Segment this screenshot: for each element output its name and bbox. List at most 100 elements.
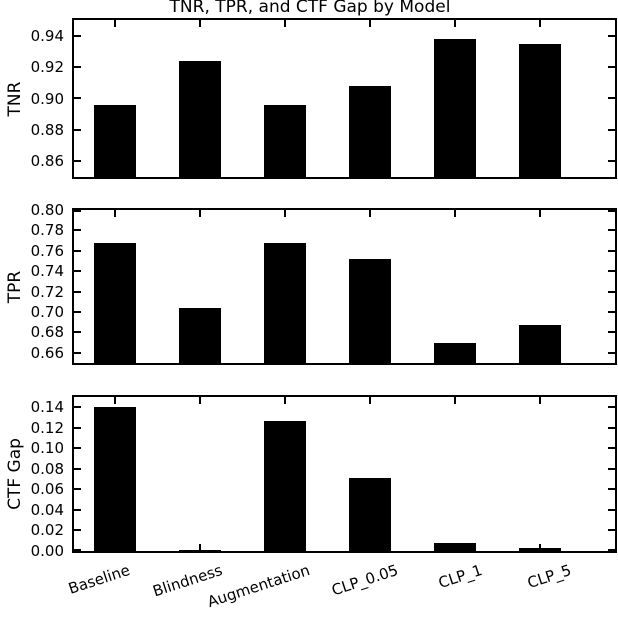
- y-tick-mark: [74, 291, 81, 293]
- x-tick-mark: [369, 20, 371, 27]
- y-tick-mark: [74, 549, 81, 551]
- y-tick-mark: [608, 331, 615, 333]
- x-tick-mark: [369, 356, 371, 363]
- y-tick-label: 0.10: [30, 439, 64, 458]
- x-tick-mark: [454, 210, 456, 217]
- x-tick-label-clp-5: CLP_5: [524, 561, 574, 593]
- bar-clp-0-05-tnr: [349, 86, 391, 177]
- y-tick-label: 0.66: [30, 343, 64, 362]
- y-tick-mark: [608, 488, 615, 490]
- y-axis-label-ctf-gap: CTF Gap: [5, 438, 25, 510]
- x-tick-label-clp-0-05: CLP_0.05: [329, 561, 401, 600]
- y-tick-mark: [608, 447, 615, 449]
- y-tick-mark: [608, 210, 615, 212]
- y-tick-mark: [74, 210, 81, 212]
- y-tick-label: 0.90: [30, 89, 64, 108]
- y-tick-mark: [608, 352, 615, 354]
- y-tick-mark: [74, 229, 81, 231]
- subplot-tnr: [72, 18, 617, 179]
- x-tick-mark: [454, 170, 456, 177]
- x-tick-mark: [284, 356, 286, 363]
- y-tick-mark: [74, 488, 81, 490]
- bar-clp-5-tnr: [519, 44, 561, 177]
- x-tick-mark: [199, 544, 201, 551]
- y-tick-mark: [608, 66, 615, 68]
- bar-blindness-tnr: [179, 61, 221, 177]
- x-tick-mark: [199, 20, 201, 27]
- y-tick-mark: [74, 66, 81, 68]
- y-tick-mark: [74, 427, 81, 429]
- y-tick-label: 0.00: [30, 542, 64, 560]
- y-tick-label: 0.12: [30, 418, 64, 437]
- x-tick-mark: [284, 210, 286, 217]
- y-tick-mark: [74, 468, 81, 470]
- x-tick-mark: [114, 210, 116, 217]
- x-tick-mark: [539, 170, 541, 177]
- y-tick-mark: [608, 468, 615, 470]
- y-tick-label: 0.06: [30, 480, 64, 499]
- y-tick-mark: [608, 529, 615, 531]
- y-tick-label: 0.78: [30, 221, 64, 240]
- subplot-tpr: [72, 208, 617, 365]
- y-tick-mark: [74, 250, 81, 252]
- y-tick-mark: [608, 549, 615, 551]
- y-tick-mark: [74, 352, 81, 354]
- x-tick-mark: [114, 397, 116, 404]
- y-tick-mark: [608, 250, 615, 252]
- x-tick-mark: [369, 397, 371, 404]
- y-tick-mark: [74, 97, 81, 99]
- bar-baseline-tnr: [94, 105, 136, 177]
- bar-clp-0-05-ctf-gap: [349, 478, 391, 551]
- y-tick-label: 0.04: [30, 500, 64, 519]
- y-tick-mark: [74, 509, 81, 511]
- y-tick-mark: [74, 529, 81, 531]
- y-tick-mark: [608, 229, 615, 231]
- y-tick-mark: [608, 270, 615, 272]
- x-tick-mark: [454, 356, 456, 363]
- y-tick-label: 0.76: [30, 241, 64, 260]
- y-tick-label: 0.92: [30, 58, 64, 77]
- x-tick-mark: [539, 20, 541, 27]
- bar-clp-1-tpr: [434, 343, 476, 363]
- x-tick-mark: [369, 210, 371, 217]
- y-tick-label: 0.08: [30, 459, 64, 478]
- x-tick-mark: [284, 544, 286, 551]
- y-axis-label-tpr: TPR: [5, 270, 25, 303]
- y-tick-mark: [74, 311, 81, 313]
- x-tick-label-clp-1: CLP_1: [435, 561, 485, 593]
- bar-clp-0-05-tpr: [349, 259, 391, 363]
- bar-baseline-ctf-gap: [94, 407, 136, 551]
- bar-augmentation-tnr: [264, 105, 306, 177]
- y-tick-mark: [608, 291, 615, 293]
- y-tick-label: 0.74: [30, 262, 64, 281]
- y-tick-label: 0.86: [30, 152, 64, 171]
- y-tick-label: 0.94: [30, 26, 64, 45]
- y-tick-mark: [74, 160, 81, 162]
- y-tick-label: 0.72: [30, 282, 64, 301]
- x-tick-mark: [454, 397, 456, 404]
- bar-baseline-tpr: [94, 243, 136, 363]
- x-tick-mark: [284, 397, 286, 404]
- bar-blindness-tpr: [179, 308, 221, 363]
- bar-augmentation-ctf-gap: [264, 421, 306, 551]
- x-tick-mark: [539, 210, 541, 217]
- y-tick-label: 0.80: [30, 201, 64, 219]
- bar-augmentation-tpr: [264, 243, 306, 363]
- y-tick-label: 0.02: [30, 521, 64, 540]
- x-tick-mark: [539, 356, 541, 363]
- y-tick-mark: [74, 270, 81, 272]
- y-tick-mark: [608, 35, 615, 37]
- y-tick-mark: [74, 331, 81, 333]
- x-tick-mark: [199, 170, 201, 177]
- x-tick-mark: [454, 544, 456, 551]
- x-tick-mark: [369, 170, 371, 177]
- x-tick-mark: [284, 170, 286, 177]
- x-tick-mark: [114, 170, 116, 177]
- x-tick-mark: [199, 356, 201, 363]
- y-tick-mark: [74, 406, 81, 408]
- y-tick-label: 0.70: [30, 303, 64, 321]
- y-tick-mark: [608, 427, 615, 429]
- y-tick-mark: [74, 35, 81, 37]
- y-tick-label: 0.88: [30, 120, 64, 139]
